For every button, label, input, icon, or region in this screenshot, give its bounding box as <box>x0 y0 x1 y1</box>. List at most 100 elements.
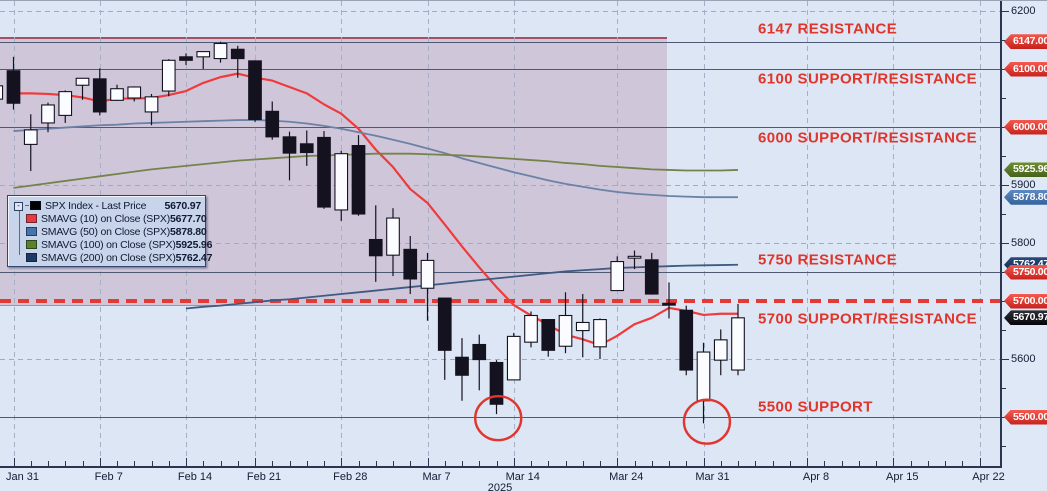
date-minor-tick-28 <box>496 461 498 466</box>
candle-body-up <box>713 339 728 361</box>
date-minor-tick-17 <box>306 461 308 466</box>
price-minor-tick-5950 <box>1002 156 1006 157</box>
date-minor-tick-27 <box>479 461 481 466</box>
candle-feb-7 <box>92 68 107 116</box>
candle-body-up <box>575 321 590 332</box>
hgridline-5900 <box>0 185 1000 186</box>
candle-mar-5 <box>386 208 400 277</box>
date-label-feb-7: Feb 7 <box>94 471 123 483</box>
legend-tree-line <box>19 205 20 255</box>
date-label-apr-8: Apr 8 <box>802 471 830 483</box>
candle-body-down <box>351 145 366 215</box>
candle-body-up <box>334 153 349 211</box>
candle-body-up <box>127 86 142 99</box>
candle-body-up <box>593 319 607 348</box>
legend-swatch <box>26 214 37 223</box>
annotation-6147-resistance: 6147 RESISTANCE <box>758 20 898 38</box>
price-tick-6200 <box>1002 11 1009 12</box>
vgridline-apr-15 <box>893 1 895 466</box>
candle-mar-12 <box>472 334 487 391</box>
year-label: 2025 <box>487 482 513 491</box>
price-minor-tick-5500 <box>1002 417 1006 418</box>
candle-body-up <box>524 314 538 343</box>
date-minor-tick-39 <box>686 461 688 466</box>
date-minor-tick-18 <box>324 461 325 466</box>
price-badge-5925-96: 5925.96 <box>1004 162 1047 178</box>
date-minor-tick-44 <box>772 461 774 466</box>
date-label-mar-14: Mar 14 <box>505 471 540 483</box>
sma100-line <box>13 152 739 189</box>
price-badge-6000-00: 6000.00 <box>1004 119 1047 135</box>
dashed-5700-line <box>0 299 1000 303</box>
legend-value: 5878.80 <box>170 225 207 238</box>
date-minor-tick-53 <box>927 461 929 466</box>
hgridline-5600 <box>0 359 1000 360</box>
candle-body-up <box>161 59 176 92</box>
candle-body-down <box>265 110 280 138</box>
price-label-5600: 5600 <box>1011 353 1036 365</box>
legend-swatch <box>26 240 37 249</box>
candle-body-up <box>0 85 4 100</box>
date-minor-tick-43 <box>755 461 757 466</box>
candle-body-down <box>455 356 469 376</box>
legend-label: SMAVG (100) on Close (SPX) <box>41 238 176 251</box>
annotation-5700-support-resistance: 5700 SUPPORT/RESISTANCE <box>758 310 977 328</box>
date-minor-tick-55 <box>962 461 964 466</box>
price-badge-5878-80: 5878.80 <box>1004 189 1047 205</box>
legend-value: 5677.70 <box>170 212 207 225</box>
candle-mar-17 <box>524 311 538 348</box>
legend-value: 5762.47 <box>175 251 213 264</box>
candle-feb-4 <box>41 102 55 133</box>
date-label-mar-24: Mar 24 <box>609 471 644 483</box>
candle-body-up <box>196 51 211 58</box>
legend-box: - SPX Index - Last Price 5670.97 SMAVG (10… <box>7 195 212 267</box>
date-tick-feb-28 <box>341 458 343 466</box>
candle-body-down <box>679 309 694 371</box>
candle-body-up <box>610 261 625 292</box>
candle-feb-3 <box>23 114 38 172</box>
candle-mar-21 <box>593 318 607 359</box>
hgridline-5800 <box>0 243 1000 244</box>
candle-mar-27 <box>662 282 676 319</box>
date-minor-tick-26 <box>462 461 463 466</box>
price-badge-5500-00: 5500.00 <box>1004 409 1047 425</box>
candle-body-down <box>248 60 262 121</box>
candle-feb-27 <box>317 131 331 209</box>
legend-swatch <box>26 253 37 262</box>
date-minor-tick-50 <box>876 461 877 466</box>
date-minor-tick-12 <box>220 461 222 466</box>
vgridline-mar-14 <box>513 1 515 466</box>
vgridline-mar-31 <box>703 1 705 466</box>
legend-expander-icon[interactable]: - <box>14 202 23 211</box>
date-label-mar-31: Mar 31 <box>695 471 730 483</box>
date-minor-tick-21 <box>375 461 377 466</box>
date-tick-mar-31 <box>703 458 705 466</box>
candle-feb-13 <box>161 59 176 97</box>
candle-body-up <box>386 217 400 256</box>
candlestick-canvas <box>0 41 745 445</box>
date-minor-tick-33 <box>582 461 584 466</box>
price-minor-tick-5550 <box>1002 388 1006 389</box>
date-label-feb-14: Feb 14 <box>177 471 213 483</box>
candle-feb-21 <box>248 60 262 122</box>
plot-area[interactable]: 6147 RESISTANCE 6100 SUPPORT/RESISTANCE 60… <box>0 1 1000 466</box>
price-tick-5900 <box>1002 185 1009 186</box>
date-tick-apr-22 <box>979 458 981 466</box>
price-badge-5750-00: 5750.00 <box>1004 264 1047 280</box>
date-label-feb-21: Feb 21 <box>246 471 282 483</box>
price-label-5800: 5800 <box>1011 237 1036 249</box>
date-minor-tick-37 <box>651 461 653 466</box>
date-minor-tick-38 <box>669 461 670 466</box>
legend-value: 5670.97 <box>164 199 201 212</box>
date-minor-tick-13 <box>237 461 239 466</box>
candle-body-up <box>213 42 228 60</box>
date-minor-tick-42 <box>738 461 739 466</box>
candle-body-up <box>627 255 642 259</box>
candle-mar-6 <box>403 236 418 295</box>
legend-tree-stub <box>25 205 29 206</box>
support-test-circle-2 <box>682 398 732 445</box>
candle-feb-25 <box>282 131 297 181</box>
annotation-5500-support: 5500 SUPPORT <box>758 398 873 416</box>
date-label-mar-7: Mar 7 <box>422 471 451 483</box>
candle-mar-14 <box>506 332 521 381</box>
